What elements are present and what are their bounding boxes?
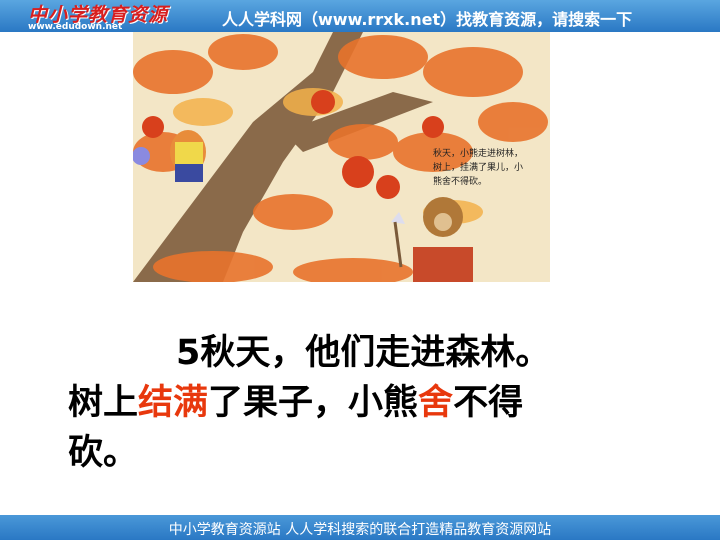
- text-segment: 结满: [138, 383, 209, 423]
- caption-line: 树上，挂满了果儿，小: [433, 161, 523, 173]
- banner: 人人学科网（www.rrxk.net）找教育资源，请搜索一下: [222, 10, 633, 29]
- logo: 中小学教育资源: [28, 4, 169, 26]
- body-text: 5秋天，他们走进森林。 树上结满了果子，小熊舍不得 砍。: [68, 328, 648, 478]
- text-line: 树上结满了果子，小熊舍不得: [68, 378, 648, 428]
- text-segment: 树上: [68, 383, 139, 423]
- caption-line: 秋天，小熊走进树林，: [433, 147, 523, 159]
- illustration: 秋天，小熊走进树林， 树上，挂满了果儿，小 熊舍不得砍。: [133, 32, 550, 282]
- text-segment: 了果子，小熊: [208, 383, 419, 423]
- caption-line: 熊舍不得砍。: [433, 175, 487, 187]
- header-bar: 中小学教育资源 www.edudown.net 人人学科网（www.rrxk.n…: [0, 0, 720, 32]
- logo-url: www.edudown.net: [28, 22, 123, 32]
- text-segment: 5秋天，他们走进森林。: [176, 333, 551, 373]
- text-line: 5秋天，他们走进森林。: [68, 328, 648, 378]
- footer-text: 中小学教育资源站 人人学科搜索的联合打造精品教育资源网站: [168, 522, 552, 538]
- text-segment: 不得: [453, 383, 524, 423]
- text-segment: 舍: [418, 383, 454, 423]
- text-line: 砍。: [68, 428, 648, 478]
- footer-bar: 中小学教育资源站 人人学科搜索的联合打造精品教育资源网站: [0, 515, 720, 540]
- text-segment: 砍。: [68, 433, 139, 473]
